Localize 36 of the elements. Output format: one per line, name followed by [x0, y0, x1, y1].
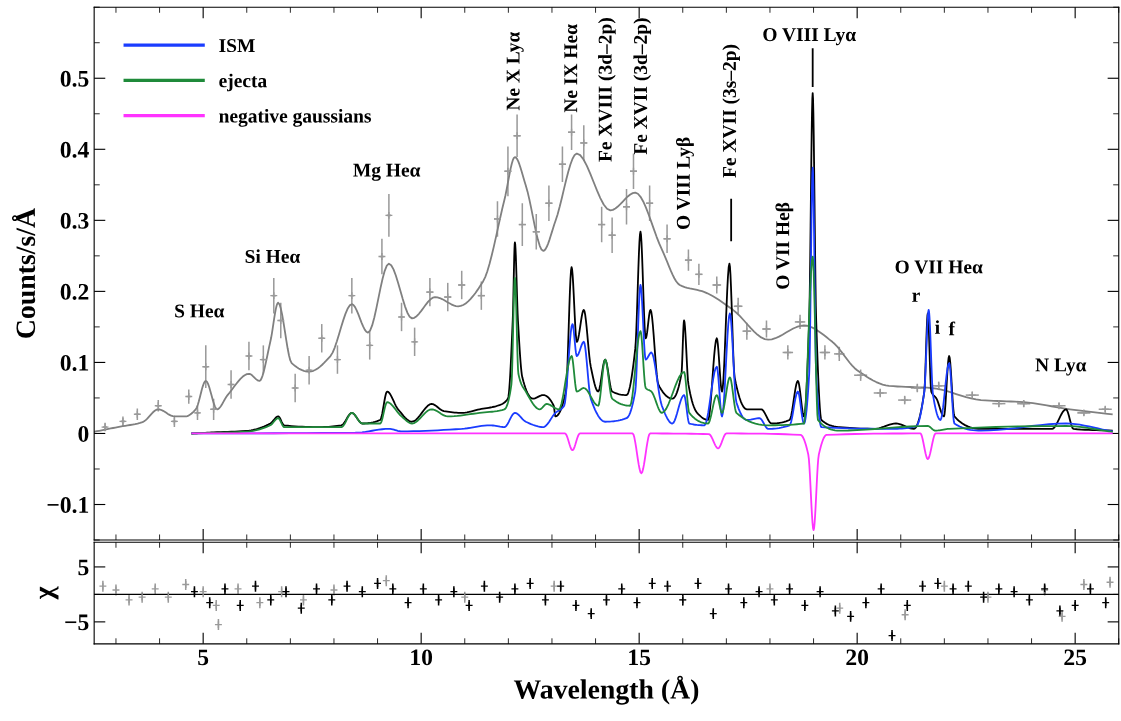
legend-label: ISM — [219, 39, 255, 53]
annotation: O VIII Lyβ — [676, 137, 694, 230]
y-tick-label: −5 — [65, 614, 89, 631]
annotation: O VII Heβ — [775, 202, 794, 289]
annotation: Fe XVII (3d–2p) — [633, 18, 652, 155]
annotation: Mg Heα — [353, 163, 421, 181]
y-tick-label: 0 — [78, 425, 89, 442]
annotation: Ne X Lyα — [506, 31, 524, 111]
annotation: O VII Heα — [895, 260, 983, 274]
y-tick-label: 0.4 — [60, 141, 89, 158]
y-tick-label: 0.1 — [60, 354, 89, 371]
x-tick-label: 15 — [629, 649, 651, 666]
y-axis-title: χ — [39, 586, 59, 600]
annotation: N Lyα — [1035, 358, 1087, 376]
annotation: S Heα — [175, 304, 225, 318]
annotation: Ne IX Heα — [564, 24, 578, 113]
y-tick-label: 0.2 — [60, 283, 89, 300]
x-tick-label: 20 — [846, 649, 869, 666]
legend-label: negative gaussians — [219, 108, 372, 127]
x-tick-label: 10 — [411, 649, 433, 666]
annotation: Fe XVIII (3d–2p) — [598, 18, 616, 162]
annotation: r — [912, 292, 920, 302]
y-tick-label: −0.1 — [47, 497, 89, 514]
x-axis-title: Wavelength (Å) — [513, 675, 699, 705]
annotation: Si Heα — [245, 249, 301, 264]
y-tick-label: 5 — [78, 559, 89, 576]
annotation: O VIII Lyα — [763, 28, 856, 46]
y-tick-label: 0.3 — [60, 212, 89, 229]
annotation: Fe XVII (3s–2p) — [722, 44, 740, 178]
legend-label: ejecta — [219, 73, 267, 92]
annotation: i — [935, 320, 940, 334]
x-tick-label: 5 — [198, 649, 209, 666]
y-axis-title: Counts/s/Å — [11, 208, 36, 338]
x-tick-label: 25 — [1064, 649, 1087, 666]
annotation: f — [948, 321, 956, 336]
y-tick-label: 0.5 — [60, 70, 89, 87]
